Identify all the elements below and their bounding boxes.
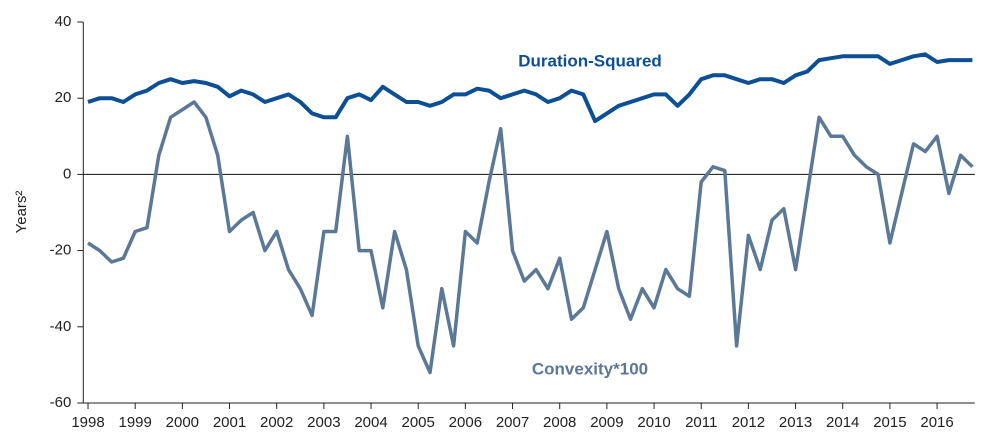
x-tick-label: 2008: [543, 414, 576, 431]
series-label: Convexity*100: [532, 359, 648, 378]
x-tick-label: 2015: [873, 414, 906, 431]
x-tick-label: 2007: [496, 414, 529, 431]
x-tick-label: 2016: [920, 414, 953, 431]
series-line: [87, 52, 973, 124]
y-tick-label: 40: [55, 13, 72, 30]
y-tick-label: -40: [50, 318, 72, 335]
x-tick-label: 2011: [685, 414, 717, 431]
x-tick-label: 2010: [637, 414, 670, 431]
x-tick-label: 2006: [449, 414, 482, 431]
x-tick-label: 2002: [260, 414, 293, 431]
x-tick-label: 1999: [118, 414, 151, 431]
y-axis-label: Years²: [13, 191, 30, 234]
x-tick-label: 2014: [826, 414, 859, 431]
y-tick-label: -20: [50, 242, 72, 259]
x-tick-label: 1998: [71, 414, 104, 431]
y-tick-label: 20: [55, 89, 72, 106]
x-tick-label: 2001: [213, 414, 246, 431]
x-tick-label: 2000: [166, 414, 199, 431]
y-tick-label: 0: [63, 165, 71, 182]
y-tick-label: -60: [50, 394, 72, 411]
x-tick-label: 2003: [307, 414, 340, 431]
x-tick-label: 2013: [779, 414, 812, 431]
x-tick-label: 2012: [732, 414, 765, 431]
x-tick-label: 2005: [402, 414, 435, 431]
series-label: Duration-Squared: [518, 51, 662, 70]
x-tick-label: 2009: [590, 414, 623, 431]
series-line: [87, 100, 974, 375]
x-tick-label: 2004: [354, 414, 387, 431]
